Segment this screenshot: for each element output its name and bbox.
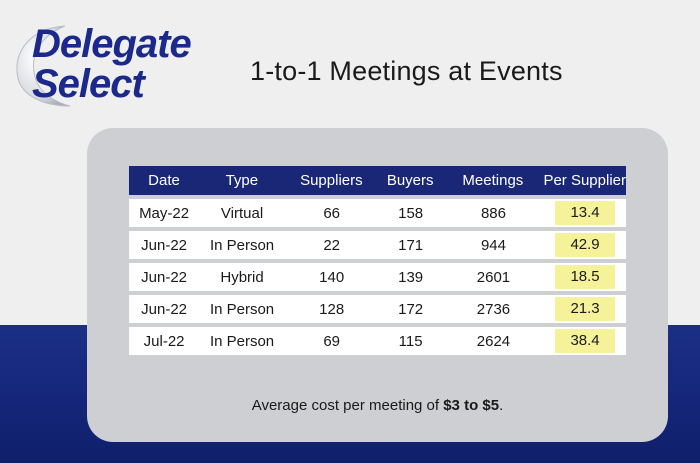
per-supplier-highlight: 21.3 xyxy=(555,297,616,321)
table-row: Jun-22 Hybrid 140 139 2601 18.5 xyxy=(129,263,626,291)
cell-per-supplier: 38.4 xyxy=(544,329,626,353)
footnote-average-cost: Average cost per meeting of $3 to $5. xyxy=(87,397,668,414)
table-row: Jun-22 In Person 128 172 2736 21.3 xyxy=(129,295,626,323)
table-row: May-22 Virtual 66 158 886 13.4 xyxy=(129,199,626,227)
logo-word-select: Select xyxy=(32,62,145,106)
cell-buyers: 158 xyxy=(398,204,424,222)
delegate-select-logo: Delegate Select xyxy=(10,18,220,110)
header-meetings: Meetings xyxy=(462,172,524,189)
header-date: Date xyxy=(148,172,180,189)
header-per-supplier: Per Supplier xyxy=(543,172,626,189)
cell-buyers: 139 xyxy=(398,268,424,286)
cell-buyers: 115 xyxy=(398,332,423,350)
cell-suppliers: 22 xyxy=(323,236,341,254)
cell-meetings: 886 xyxy=(480,204,506,222)
cell-suppliers: 69 xyxy=(323,332,341,350)
cell-type: Virtual xyxy=(220,204,264,222)
cell-per-supplier: 42.9 xyxy=(544,233,626,257)
cell-type: In Person xyxy=(209,236,275,254)
footnote-suffix: . xyxy=(499,397,504,414)
cell-buyers: 172 xyxy=(398,300,424,318)
header-suppliers: Suppliers xyxy=(300,172,363,189)
cell-per-supplier: 13.4 xyxy=(544,201,626,225)
cell-buyers: 171 xyxy=(398,236,424,254)
per-supplier-highlight: 42.9 xyxy=(555,233,616,257)
footnote-prefix: Average cost per meeting of xyxy=(251,397,444,414)
cell-date: Jun-22 xyxy=(141,268,188,286)
table-row: Jul-22 In Person 69 115 2624 38.4 xyxy=(129,327,626,355)
header-buyers: Buyers xyxy=(386,172,434,189)
cell-meetings: 2736 xyxy=(476,300,511,318)
per-supplier-highlight: 13.4 xyxy=(555,201,616,225)
cell-suppliers: 128 xyxy=(319,300,345,318)
cell-type: In Person xyxy=(209,332,275,350)
page-title: 1-to-1 Meetings at Events xyxy=(250,56,563,86)
cell-per-supplier: 18.5 xyxy=(544,265,626,289)
per-supplier-highlight: 38.4 xyxy=(555,329,616,353)
header-type: Type xyxy=(225,172,259,189)
cell-per-supplier: 21.3 xyxy=(544,297,626,321)
logo-swoosh-icon xyxy=(16,25,71,107)
logo-word-delegate: Delegate xyxy=(32,22,192,66)
cell-meetings: 944 xyxy=(480,236,506,254)
cell-date: Jun-22 xyxy=(141,300,188,318)
cell-meetings: 2624 xyxy=(476,332,511,350)
cell-suppliers: 66 xyxy=(323,204,341,222)
table-header-row: Date Type Suppliers Buyers Meetings Per … xyxy=(129,166,626,195)
cell-date: May-22 xyxy=(139,204,190,222)
per-supplier-highlight: 18.5 xyxy=(555,265,616,289)
cell-date: Jul-22 xyxy=(143,332,185,350)
table-row: Jun-22 In Person 22 171 944 42.9 xyxy=(129,231,626,259)
meetings-table: Date Type Suppliers Buyers Meetings Per … xyxy=(129,166,626,355)
cell-meetings: 2601 xyxy=(476,268,511,286)
footnote-emphasis: $3 to $5 xyxy=(443,397,500,414)
cell-type: Hybrid xyxy=(220,268,264,286)
cell-suppliers: 140 xyxy=(319,268,345,286)
cell-type: In Person xyxy=(209,300,275,318)
cell-date: Jun-22 xyxy=(141,236,188,254)
